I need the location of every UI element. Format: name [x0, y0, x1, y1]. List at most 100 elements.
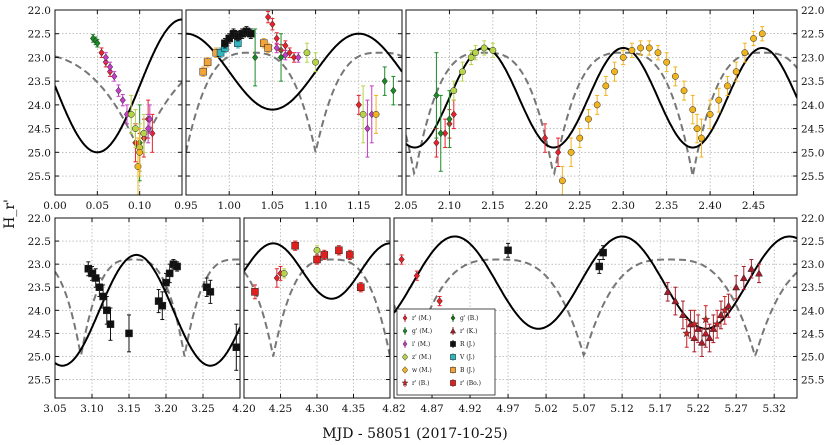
- panel-frame: [54, 9, 183, 196]
- y-tick-label: 23.0: [801, 52, 824, 64]
- x-tick-label: 2.35: [655, 200, 678, 212]
- data-point: [755, 269, 763, 277]
- panel-frame: [405, 9, 798, 196]
- alt-model-curve: [394, 258, 797, 360]
- y-tick-label: 22.0: [28, 213, 51, 225]
- legend-item: R (J.): [450, 340, 475, 348]
- data-point: [273, 34, 280, 43]
- x-tick-label: 5.02: [534, 403, 557, 415]
- x-tick-label: 4.30: [305, 403, 328, 415]
- data-point: [199, 67, 208, 76]
- data-point: [232, 343, 240, 351]
- data-point: [679, 310, 687, 318]
- x-tick-label: 4.97: [496, 403, 519, 415]
- series-z-m-: [450, 40, 497, 101]
- model-curve: [55, 253, 240, 367]
- data-point: [433, 91, 440, 100]
- series-i-m-: [273, 42, 375, 158]
- data-point: [750, 35, 757, 42]
- data-point: [355, 100, 362, 109]
- series-r-j-: [221, 26, 255, 49]
- legend-label: i' (M.): [412, 341, 430, 348]
- data-point: [724, 82, 731, 90]
- legend-item: g' (M.): [402, 327, 432, 335]
- x-tick-label: 3.05: [43, 403, 66, 415]
- data-point: [554, 148, 562, 157]
- data-point: [149, 129, 156, 138]
- y-tick-label: 24.5: [28, 124, 51, 136]
- x-tick-label: 5.07: [572, 403, 595, 415]
- x-tick-label: 4.20: [232, 403, 255, 415]
- series-z-m-: [303, 42, 367, 144]
- data-point: [115, 86, 122, 95]
- data-point: [441, 129, 449, 138]
- legend-marker: [449, 327, 457, 334]
- data-point: [467, 54, 475, 61]
- data-point: [203, 58, 212, 66]
- x-tick-label: 0.95: [174, 200, 197, 212]
- series-w-m-: [372, 94, 380, 134]
- series-r-m-: [433, 99, 562, 168]
- data-point: [567, 148, 575, 156]
- series-r-b-: [682, 295, 730, 348]
- data-point: [689, 319, 699, 329]
- x-tick-label: 4.35: [342, 403, 365, 415]
- panels-group: 0.00 0.05 0.10 22.0 22.5 23.0 23.5 24.0 24.5 25.0…: [28, 5, 825, 415]
- y-tick-label: 24.5: [801, 124, 824, 136]
- data-point: [611, 68, 618, 76]
- panel-frame: [54, 217, 241, 399]
- data-point: [663, 58, 671, 66]
- data-point: [698, 338, 706, 346]
- panel-bottom-2: 4.20 4.25 4.30 4.35: [232, 217, 391, 415]
- data-point: [619, 54, 627, 61]
- panel-top-2: 0.95 1.00 1.05 1.10 1.15: [174, 9, 403, 212]
- data-point: [694, 324, 703, 332]
- legend-marker: [402, 314, 408, 322]
- data-point: [472, 49, 479, 57]
- data-point: [381, 77, 388, 86]
- x-tick-label: 0.00: [43, 200, 66, 212]
- x-tick-label: 2.20: [525, 200, 548, 212]
- y-tick-label: 25.0: [801, 351, 824, 363]
- data-point: [459, 68, 466, 76]
- panel-bottom-1: 3.05 3.10 3.15 3.20 3.25 22.0 22.5 23.0 23.5 24.0…: [28, 213, 241, 415]
- y-tick-label: 24.5: [801, 328, 824, 340]
- y-tick-label: 24.5: [28, 328, 51, 340]
- data-point: [741, 49, 749, 57]
- data-point: [346, 251, 354, 259]
- data-point: [111, 72, 118, 81]
- data-point: [680, 87, 688, 95]
- data-point: [489, 46, 497, 54]
- x-tick-label: 5.12: [610, 403, 633, 415]
- legend-item: r' (K.): [449, 327, 478, 335]
- data-point: [146, 115, 153, 124]
- data-point: [436, 297, 443, 305]
- legend-box: [396, 308, 496, 396]
- y-tick-label: 23.5: [801, 76, 824, 88]
- data-point: [134, 163, 142, 170]
- x-tick-label: 4.25: [269, 403, 292, 415]
- legend-label: r' (K.): [460, 328, 478, 335]
- data-point: [720, 305, 730, 315]
- data-point: [663, 287, 672, 295]
- y-tick-label: 25.5: [801, 375, 824, 387]
- data-point: [264, 44, 272, 52]
- y-tick-label: 24.0: [801, 305, 824, 317]
- data-point: [106, 63, 114, 71]
- y-tick-label: 25.5: [28, 375, 51, 387]
- data-point: [273, 274, 280, 282]
- data-point: [269, 20, 276, 29]
- data-point: [303, 49, 311, 57]
- x-tick-label: 0.05: [86, 200, 109, 212]
- data-point: [313, 246, 321, 254]
- y-tick-label: 22.5: [28, 236, 51, 248]
- x-axis-title: MJD - 58051 (2017-10-25): [322, 426, 507, 442]
- x-tick-label: 1.05: [261, 200, 284, 212]
- data-point: [698, 134, 705, 142]
- data-point: [595, 262, 604, 271]
- series-r-j-: [84, 259, 240, 371]
- data-point: [390, 86, 397, 95]
- legend-marker: [402, 367, 408, 373]
- data-point: [706, 110, 714, 118]
